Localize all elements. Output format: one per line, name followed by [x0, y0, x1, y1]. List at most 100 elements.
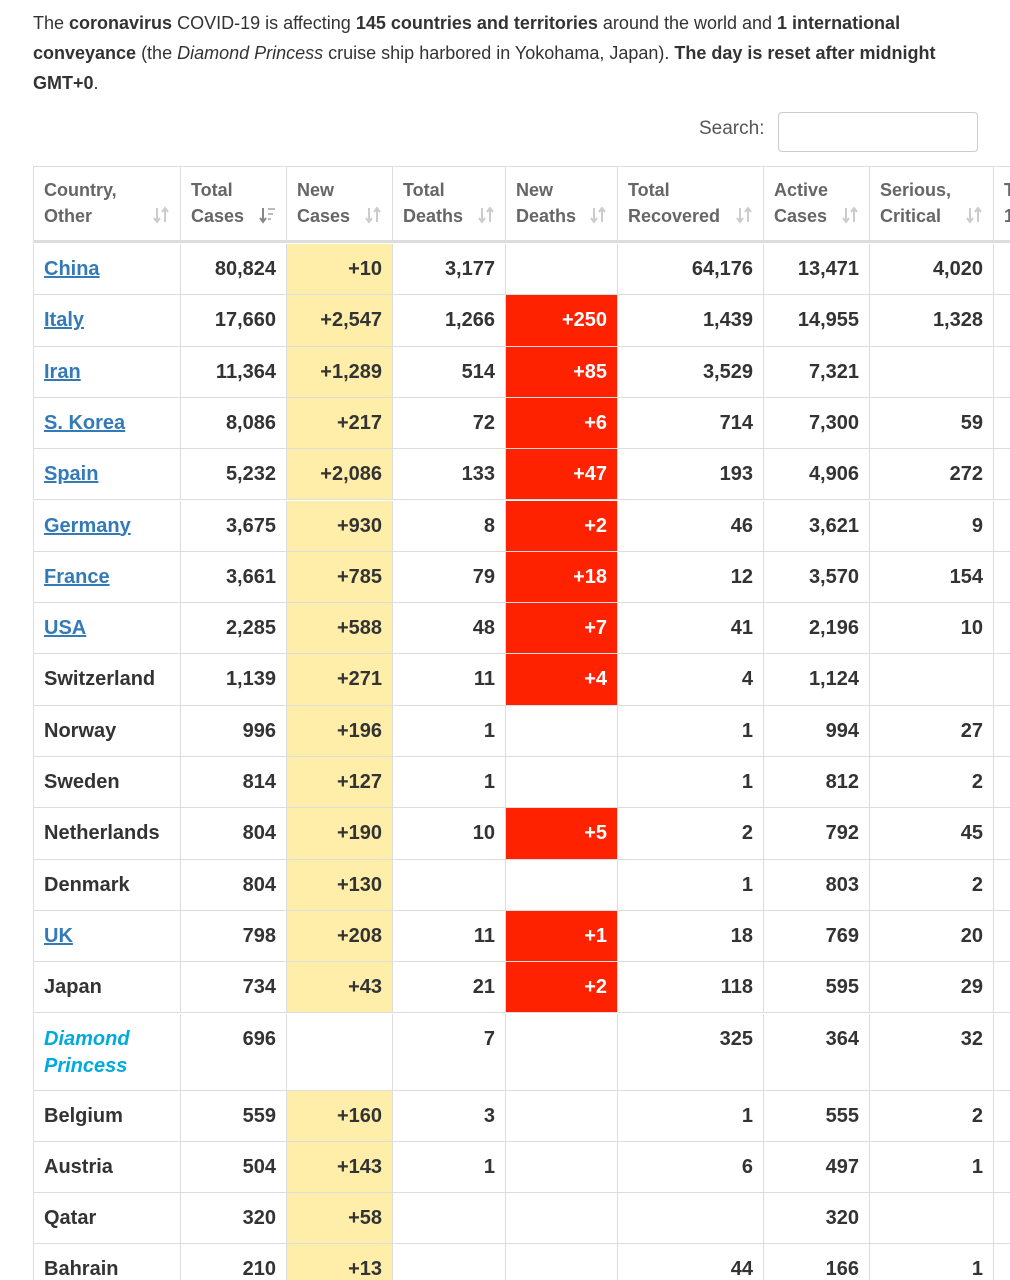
column-header[interactable]: Active Cases	[764, 166, 870, 243]
intro-segment: coronavirus	[69, 13, 173, 33]
country-cell: Qatar	[33, 1193, 181, 1245]
column-header[interactable]: New Cases	[287, 166, 393, 243]
data-cell: +5	[506, 808, 618, 860]
country-cell: Diamond Princess	[33, 1013, 181, 1091]
country-name[interactable]: Spain	[44, 463, 99, 486]
cell-value: 45	[960, 822, 983, 845]
data-cell: +217	[287, 397, 393, 450]
cell-value: 1	[483, 719, 495, 742]
column-header[interactable]: Country, Other	[33, 166, 181, 243]
header-line: Total	[628, 180, 670, 200]
data-cell: 11	[393, 910, 506, 963]
data-cell: 1,266	[393, 295, 506, 347]
data-cell: 21	[393, 962, 506, 1014]
cell-value: 11	[473, 924, 495, 947]
data-cell: +2	[506, 962, 618, 1014]
data-cell: 59	[870, 397, 994, 450]
cell-value: +208	[336, 924, 382, 947]
cell-value: 13,471	[797, 258, 859, 280]
intro-text: The coronavirus COVID-19 is affecting 14…	[33, 8, 973, 98]
cell-value: 504	[242, 1155, 276, 1178]
data-cell: 14,955	[764, 295, 870, 347]
cell-value: +13	[348, 1258, 382, 1280]
data-cell: 7,300	[764, 397, 870, 450]
intro-segment: 145 countries and territories	[355, 13, 598, 33]
data-cell: 11	[393, 654, 506, 706]
country-name[interactable]: France	[44, 565, 110, 588]
data-cell: 8,086	[181, 397, 287, 450]
data-cell: 133	[393, 449, 506, 501]
cell-value: 118	[720, 976, 753, 999]
sort-icon[interactable]	[258, 206, 276, 224]
cell-value: +10	[348, 258, 382, 280]
cell-value: 3,529	[702, 360, 753, 383]
data-cell: 17,660	[181, 295, 287, 347]
sort-icon[interactable]	[364, 206, 382, 224]
data-cell	[994, 603, 1010, 655]
column-header[interactable]: Serious, Critical	[870, 166, 994, 243]
data-cell: 80,824	[181, 244, 287, 296]
cell-value: 320	[825, 1207, 859, 1230]
sort-icon[interactable]	[589, 206, 607, 224]
intro-segment: .	[93, 73, 99, 93]
column-header[interactable]: Total Deaths	[393, 166, 506, 243]
data-cell: +10	[287, 244, 393, 296]
data-cell: 48	[393, 603, 506, 655]
sort-icon[interactable]	[477, 206, 495, 224]
data-cell: 559	[181, 1090, 287, 1142]
cell-value: 5,232	[225, 463, 276, 486]
data-cell: 798	[181, 910, 287, 963]
data-cell: +43	[287, 962, 393, 1014]
data-cell	[994, 449, 1010, 501]
data-cell	[506, 705, 618, 757]
cell-value: 7,300	[808, 411, 859, 434]
country-cell: UK	[33, 910, 181, 963]
cell-value: 2	[971, 1104, 983, 1127]
column-header[interactable]: T1	[994, 166, 1010, 243]
cell-value: +785	[336, 565, 382, 588]
data-cell: 1,124	[764, 654, 870, 706]
header-line: Critical	[880, 206, 942, 226]
country-name[interactable]: UK	[44, 924, 73, 947]
country-name[interactable]: Iran	[44, 360, 81, 383]
intro-segment: Diamond Princess	[177, 43, 324, 63]
header-line: Serious,	[880, 180, 952, 200]
cell-value: 4,020	[932, 258, 983, 280]
cell-value: +47	[573, 463, 607, 486]
country-name[interactable]: Italy	[44, 309, 85, 332]
cell-value: 1	[741, 719, 753, 742]
data-cell: 364	[764, 1013, 870, 1091]
sort-icon[interactable]	[152, 206, 170, 224]
header-line: Cases	[297, 206, 351, 226]
sort-icon[interactable]	[735, 206, 753, 224]
data-cell	[994, 860, 1010, 911]
column-header[interactable]: Total Cases	[181, 166, 287, 243]
data-cell: 804	[181, 859, 287, 911]
country-name[interactable]: China	[44, 258, 100, 280]
data-cell: +130	[287, 859, 393, 911]
column-header[interactable]: New Deaths	[506, 166, 618, 243]
data-cell: +588	[287, 603, 393, 655]
country-name[interactable]: Germany	[44, 514, 131, 537]
data-cell	[994, 911, 1010, 963]
data-cell: 1	[870, 1244, 994, 1280]
country-name[interactable]: USA	[44, 617, 87, 640]
data-cell: 497	[764, 1141, 870, 1194]
cell-value: +85	[573, 360, 607, 383]
cell-value: +43	[348, 976, 382, 999]
sort-icon[interactable]	[841, 206, 859, 224]
search-input[interactable]	[778, 112, 978, 152]
data-cell	[870, 346, 994, 398]
data-cell: +13	[287, 1244, 393, 1280]
cell-value: 798	[242, 924, 276, 947]
country-name: Japan	[44, 976, 102, 999]
cell-value: 8,086	[225, 411, 276, 434]
column-header[interactable]: Total Recovered	[618, 166, 764, 243]
country-name[interactable]: S. Korea	[44, 411, 126, 434]
data-cell: 504	[181, 1141, 287, 1194]
data-cell: 2,196	[764, 603, 870, 655]
country-name: Belgium	[44, 1104, 123, 1127]
data-cell: +930	[287, 500, 393, 552]
cell-value: 514	[461, 360, 495, 383]
sort-icon[interactable]	[965, 206, 983, 224]
